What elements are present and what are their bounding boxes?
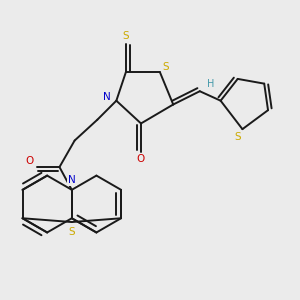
Text: S: S [68,226,75,236]
Text: N: N [103,92,111,102]
Text: H: H [208,79,215,88]
Text: S: S [122,31,129,41]
Text: O: O [137,154,145,164]
Text: O: O [25,156,33,167]
Text: N: N [68,175,76,185]
Text: S: S [234,132,241,142]
Text: S: S [162,61,169,72]
